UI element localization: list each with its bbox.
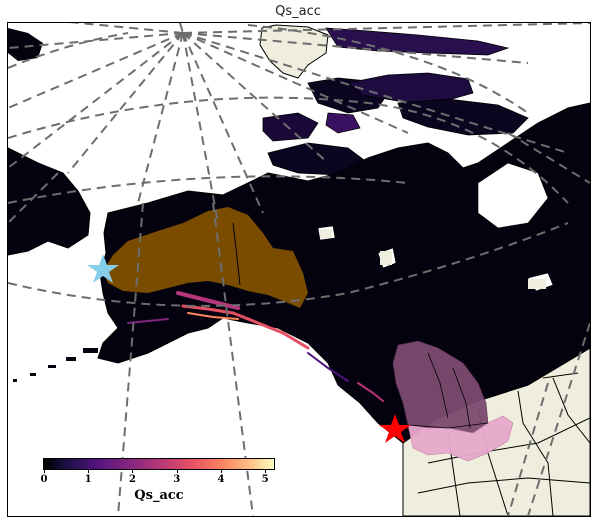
greenland-land — [259, 24, 329, 79]
graticule — [8, 23, 590, 516]
colorbar-tick — [44, 470, 45, 473]
columbia-subbasins — [407, 352, 489, 429]
colorbar-tick-label: 2 — [128, 474, 136, 485]
columbia-basin-us — [407, 415, 514, 462]
colorbar-tick — [220, 470, 222, 473]
colorbar-tick-label: 1 — [84, 474, 92, 485]
no-data-patches — [320, 229, 546, 289]
north-america-land — [97, 102, 590, 444]
chukotka-tip — [8, 28, 43, 61]
colorbar-tick-label: 3 — [173, 474, 181, 485]
colorbar-tick — [132, 470, 134, 473]
aleutian-islands — [13, 348, 98, 382]
arctic-islands — [262, 27, 529, 176]
colorbar-tick — [176, 470, 178, 473]
blue-star-marker — [87, 254, 119, 283]
colorbar-gradient — [43, 458, 275, 470]
colorbar-label: Qs_acc — [134, 488, 184, 503]
yukon-river — [232, 222, 241, 286]
colorbar-tick-label: 0 — [40, 474, 48, 485]
red-star-marker — [379, 414, 411, 443]
colorbar-tick-label: 4 — [217, 474, 225, 485]
colorbar-tick-label: 5 — [261, 474, 269, 485]
map-svg — [8, 23, 590, 516]
colorbar-tick — [88, 470, 90, 473]
colorbar: 0 1 2 3 4 5 Qs_acc — [41, 458, 275, 504]
map-area — [7, 22, 591, 517]
siberia-land — [8, 147, 91, 256]
coastal-highlights — [127, 291, 384, 402]
colorbar-tick — [265, 470, 267, 473]
alaska-basin — [103, 207, 308, 308]
map-title: Qs_acc — [275, 4, 321, 19]
